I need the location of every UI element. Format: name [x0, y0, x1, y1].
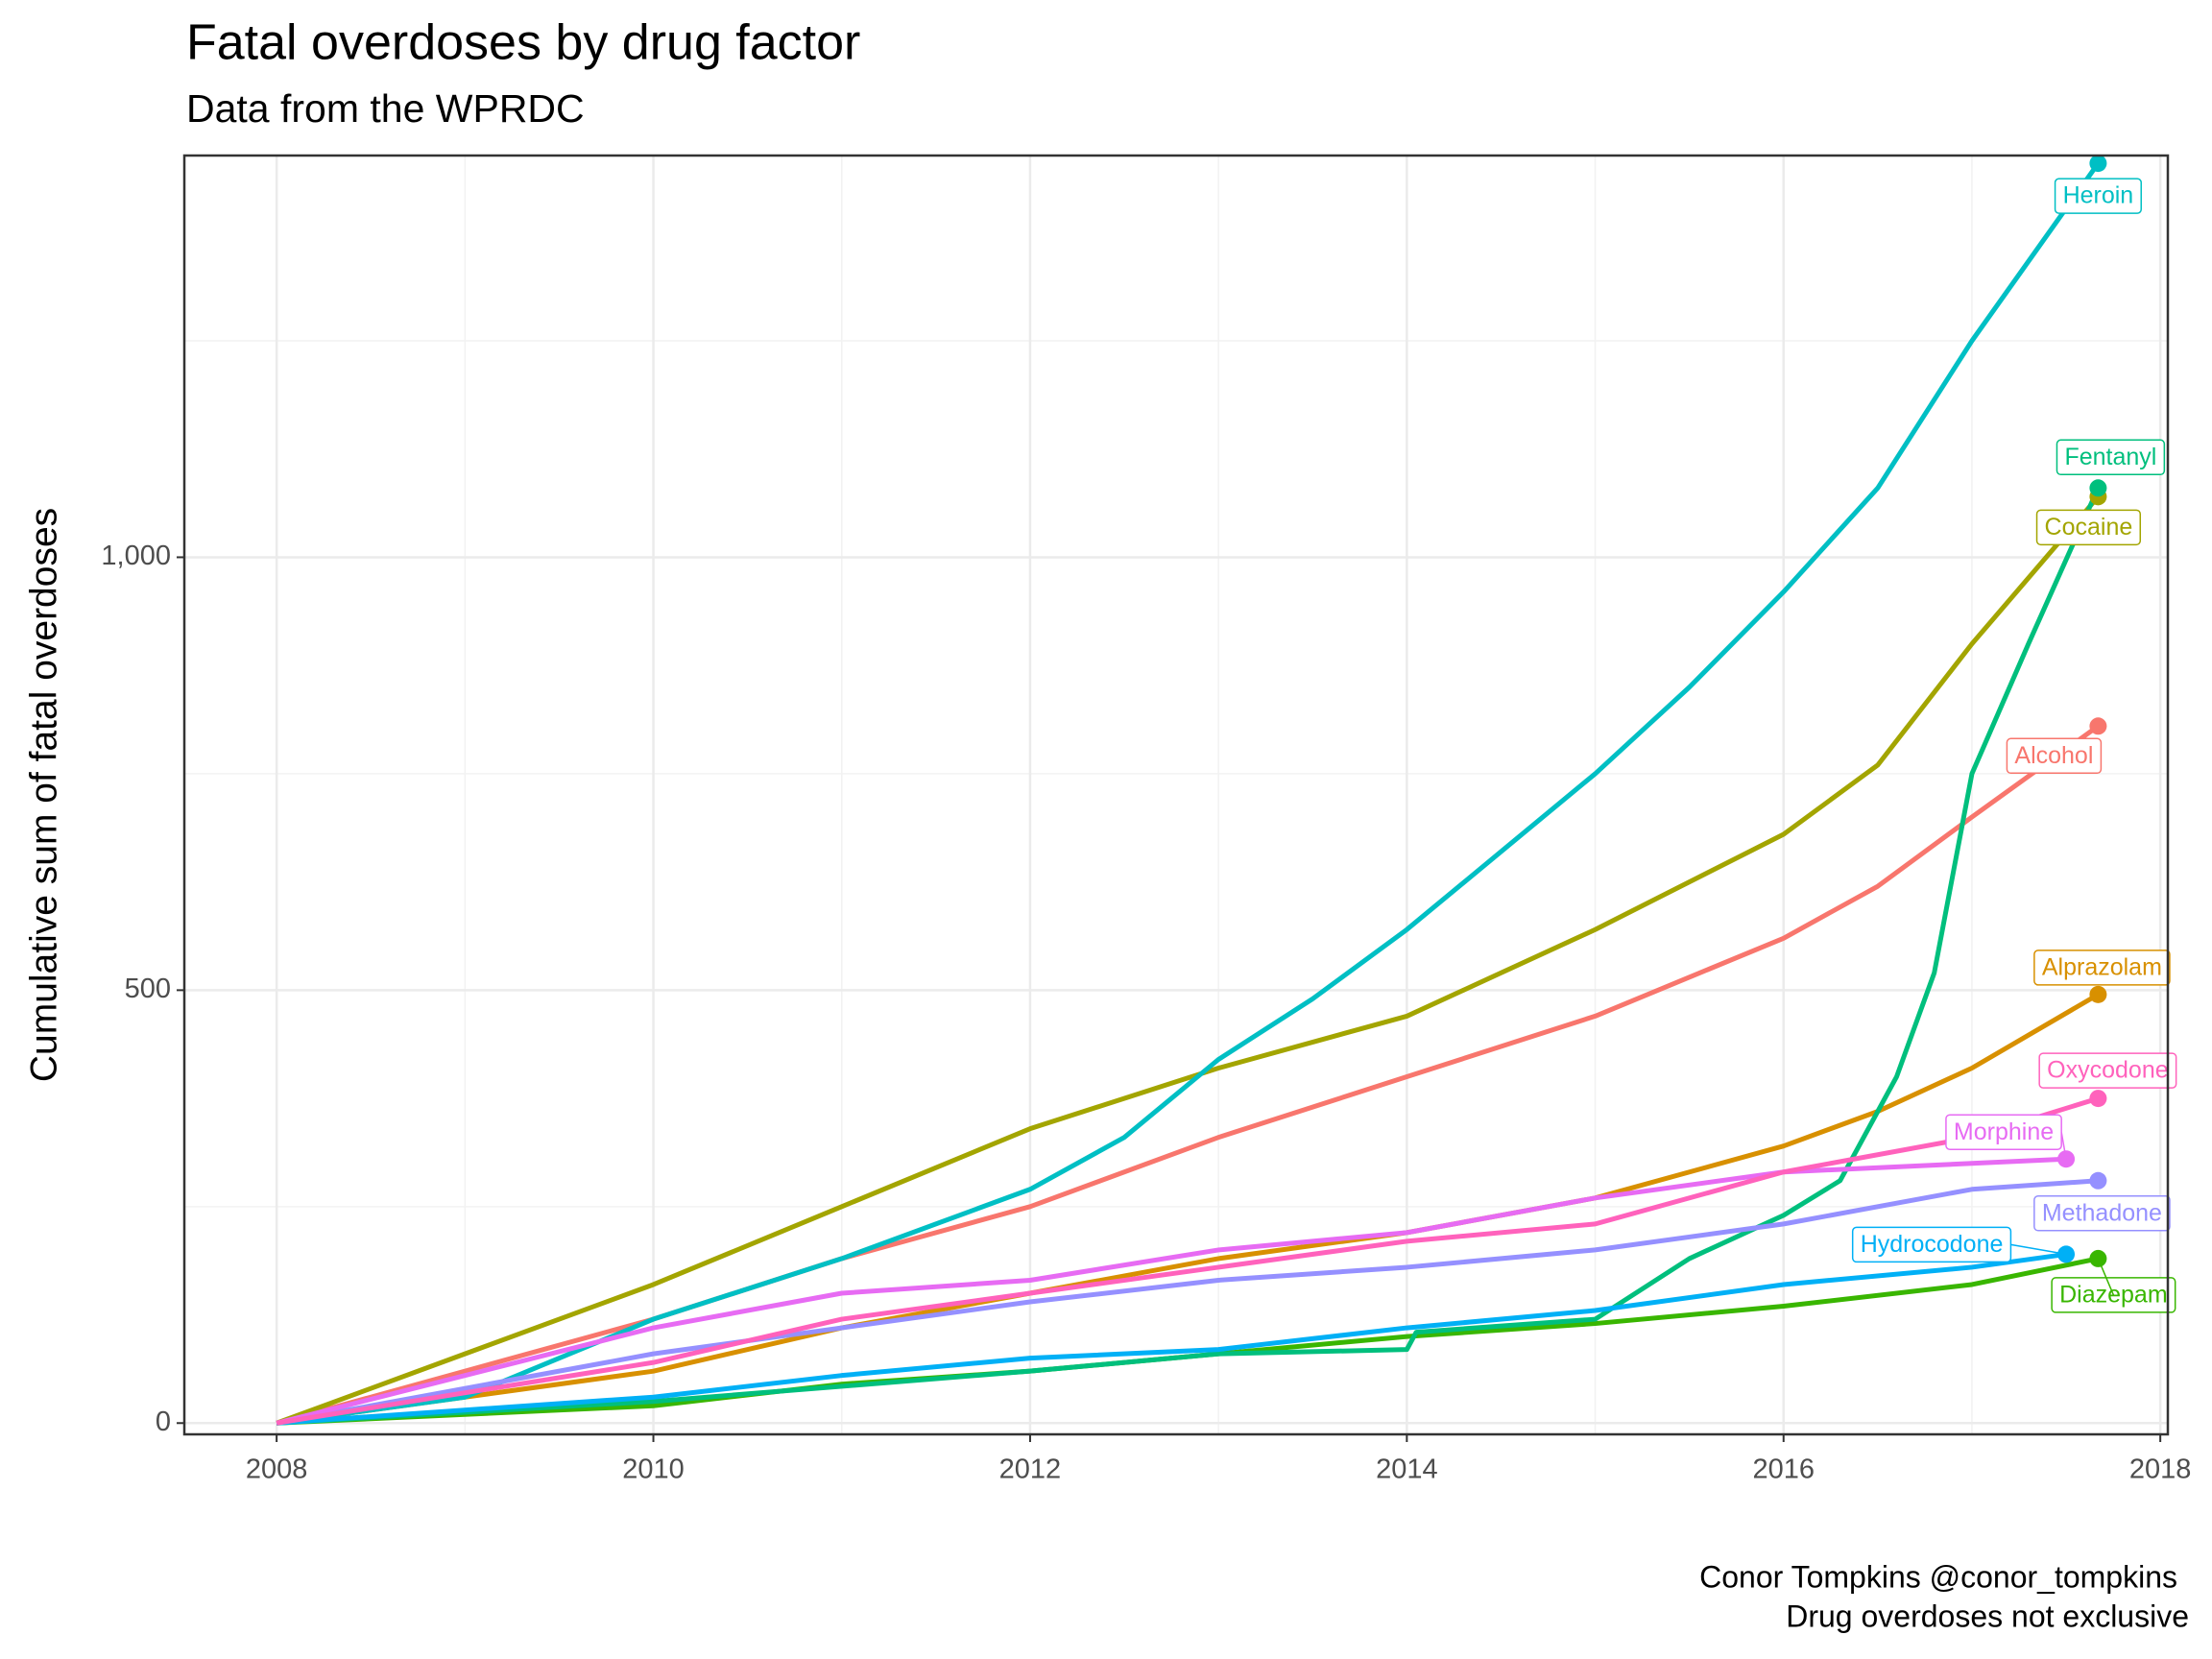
label-box	[2035, 509, 2142, 546]
x-tick-label: 2010	[622, 1455, 685, 1485]
series-line	[276, 494, 2101, 1426]
series-label: Heroin	[2063, 182, 2134, 209]
end-point	[2089, 717, 2107, 735]
x-tick-label: 2008	[246, 1455, 308, 1485]
caption: Conor Tompkins @conor_tompkins	[1699, 1559, 2177, 1594]
series-line	[276, 1095, 2100, 1426]
series-layer	[276, 161, 2101, 1426]
series-line	[276, 161, 2101, 1426]
series-line	[276, 1251, 2067, 1426]
end-point	[2089, 1090, 2107, 1108]
x-tick-label: 2016	[1752, 1455, 1815, 1485]
label-box	[2033, 950, 2171, 986]
series-label: Fentanyl	[2064, 444, 2156, 470]
series-line	[276, 487, 2101, 1426]
x-tick-label: 2014	[1376, 1455, 1438, 1485]
label-box	[2054, 178, 2142, 214]
label-box	[2056, 439, 2166, 476]
y-tick-label: 1,000	[101, 541, 171, 571]
panel-border	[182, 154, 2170, 1436]
series-label: Oxycodone	[2047, 1057, 2168, 1084]
series-label: Hydrocodone	[1861, 1231, 2004, 1258]
caption: Drug overdoses not exclusive	[1786, 1599, 2189, 1633]
series-line	[276, 724, 2100, 1426]
label-leader	[2060, 1132, 2067, 1160]
x-tick-label: 2018	[2129, 1455, 2192, 1485]
y-tick-label: 0	[156, 1407, 171, 1437]
y-axis-title: Cumulative sum of fatal overdoses	[23, 508, 64, 1082]
series-label: Alcohol	[2014, 742, 2093, 769]
series-label: Methadone	[2042, 1199, 2162, 1226]
end-point	[2089, 155, 2107, 173]
end-point	[2089, 985, 2107, 1003]
x-tick-label: 2012	[999, 1455, 1062, 1485]
end-point	[2089, 1171, 2107, 1190]
series-label: Alprazolam	[2042, 953, 2162, 980]
chart-subtitle: Data from the WPRDC	[186, 86, 585, 131]
y-tick-label: 500	[125, 974, 171, 1004]
series-line	[276, 1156, 2067, 1426]
label-leader	[2097, 1258, 2115, 1296]
label-box	[2033, 1195, 2171, 1232]
chart-title: Fatal overdoses by drug factor	[186, 15, 860, 71]
end-point	[2089, 479, 2107, 497]
label-box	[2006, 737, 2103, 775]
series-label: Cocaine	[2045, 514, 2133, 541]
label-leader	[2010, 1243, 2067, 1256]
label-box	[2038, 1052, 2177, 1089]
series-label: Morphine	[1954, 1118, 2054, 1145]
